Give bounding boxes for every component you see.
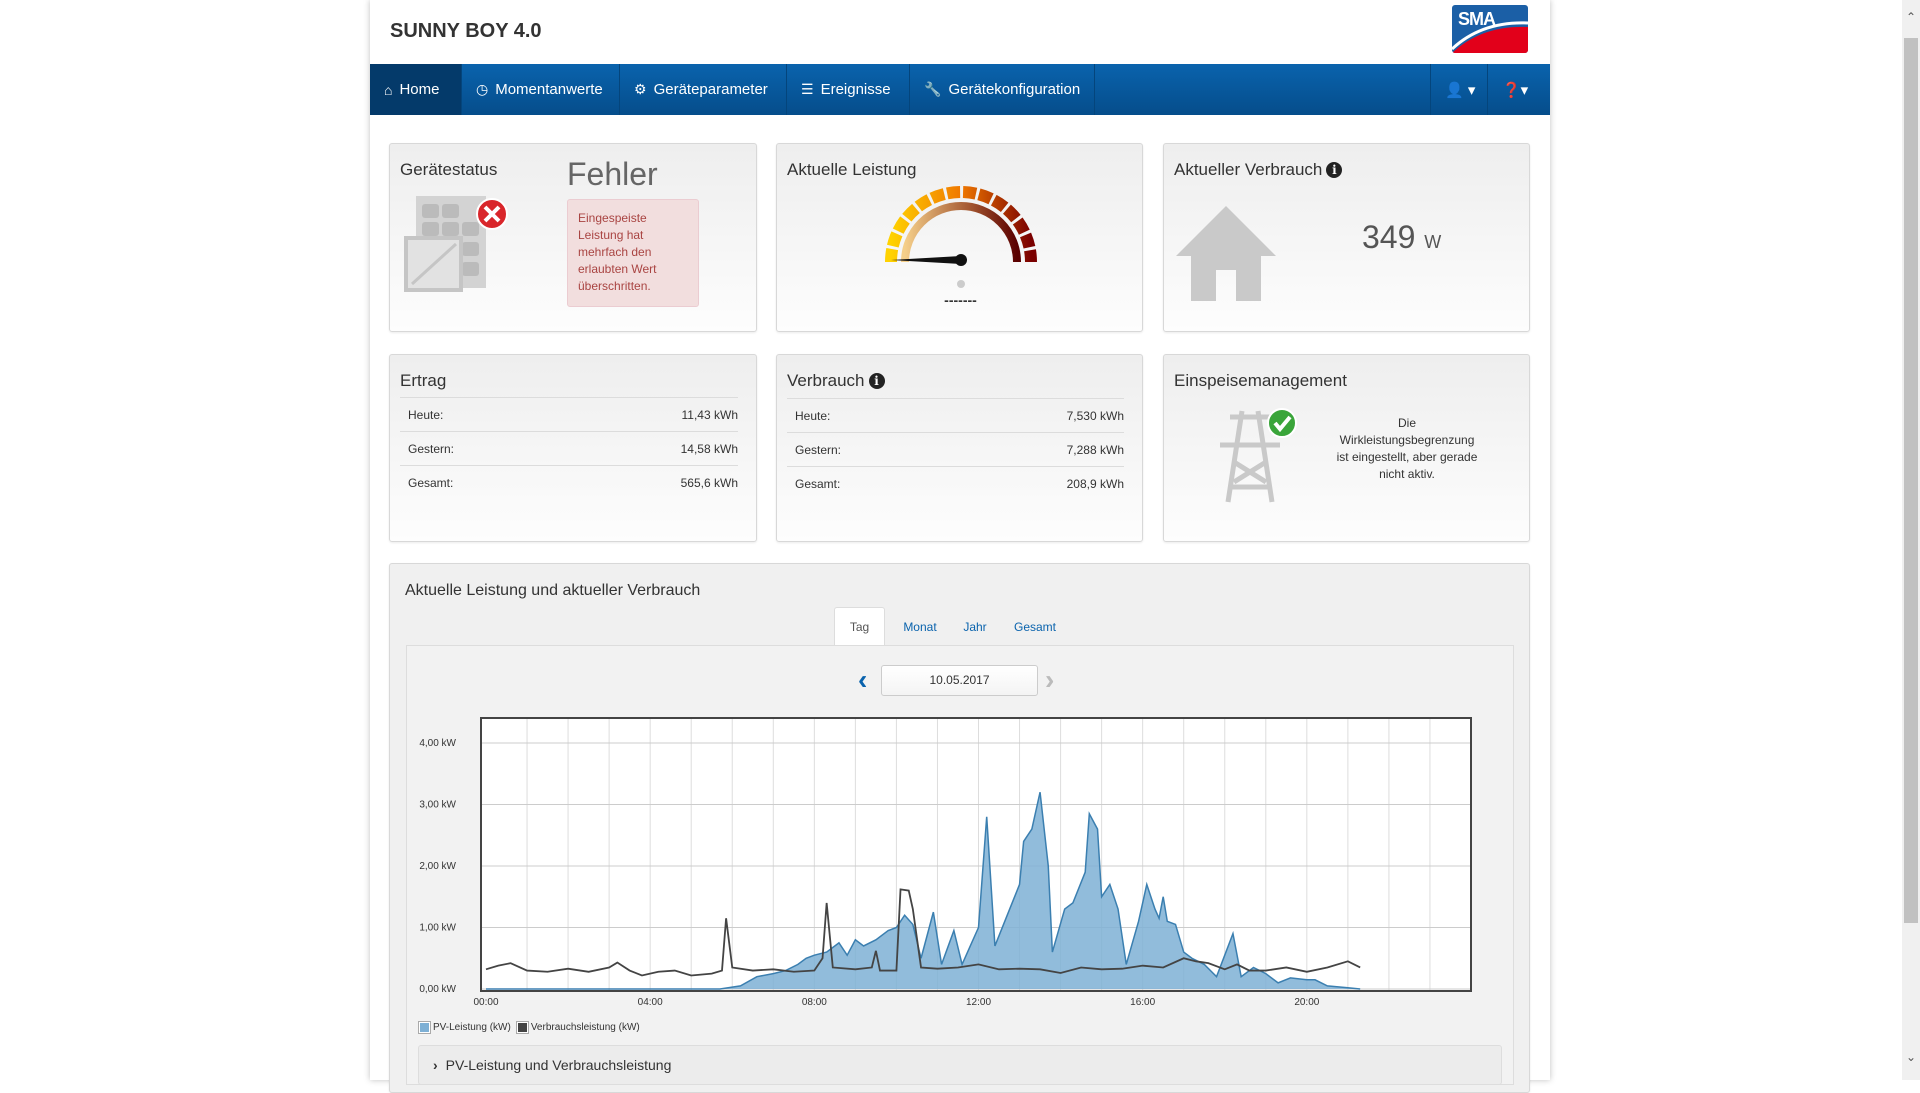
date-input[interactable]: 10.05.2017 xyxy=(881,665,1038,696)
table-row: Gesamt: 565,6 kWh xyxy=(400,465,738,499)
card-title: Ertrag xyxy=(400,371,447,390)
x-tick-label: 16:00 xyxy=(1130,997,1155,1008)
scrollbar-thumb[interactable] xyxy=(1904,38,1918,923)
x-tick-label: 08:00 xyxy=(802,997,827,1008)
y-tick-label: 4,00 kW xyxy=(419,738,456,749)
nav-geraetekonfiguration[interactable]: 🔧 Gerätekonfiguration xyxy=(910,64,1095,115)
card-title: Verbrauch i xyxy=(787,371,885,391)
x-tick-label: 04:00 xyxy=(638,997,663,1008)
y-tick-label: 3,00 kW xyxy=(419,800,456,811)
y-tick-label: 0,00 kW xyxy=(419,984,456,995)
y-tick-label: 2,00 kW xyxy=(419,861,456,872)
legend-swatch-pv xyxy=(418,1021,431,1034)
chart-panel-title: Aktuelle Leistung und aktueller Verbrauc… xyxy=(405,582,701,599)
nav-momentanwerte[interactable]: ◷ Momentanwerte xyxy=(462,64,620,115)
pv-area xyxy=(486,792,1361,989)
scrollbar[interactable]: ⌃ ⌄ xyxy=(1902,0,1920,1080)
scroll-up-icon[interactable]: ⌃ xyxy=(1906,10,1917,24)
tab-monat[interactable]: Monat xyxy=(903,619,937,634)
device-title: SUNNY BOY 4.0 xyxy=(390,20,542,42)
card-title: Einspeisemanagement xyxy=(1174,371,1347,390)
gear-icon: ⚙ xyxy=(634,81,647,97)
power-pylon-ok-icon xyxy=(1220,408,1297,503)
main-nav: ⌂ Home ◷ Momentanwerte ⚙ Geräteparameter ☰ E… xyxy=(370,64,1550,115)
collapse-pv-table[interactable]: › PV-Leistung und Verbrauchsleistung xyxy=(418,1045,1502,1085)
table-row: Heute: 11,43 kWh xyxy=(400,397,738,431)
current-consumption-card: Aktueller Verbrauch i 349 W xyxy=(1163,143,1530,332)
usage-card: Verbrauch i Heute: 7,530 kWh Gestern: 7,288… xyxy=(776,354,1143,542)
x-tick-label: 00:00 xyxy=(473,997,498,1008)
previous-day-button[interactable]: ‹ xyxy=(858,664,868,695)
list-icon: ☰ xyxy=(801,81,814,97)
tab-gesamt[interactable]: Gesamt xyxy=(1013,619,1056,634)
inverter-error-icon xyxy=(404,196,508,292)
table-row: Gestern: 7,288 kWh xyxy=(787,432,1124,466)
house-icon xyxy=(1176,206,1276,301)
user-icon: 👤 ▾ xyxy=(1445,81,1476,99)
error-message: Eingespeiste Leistung hat mehrfach den e… xyxy=(567,199,699,307)
home-icon: ⌂ xyxy=(384,81,393,98)
table-row: Gestern: 14,58 kWh xyxy=(400,431,738,465)
tab-tag[interactable]: Tag xyxy=(834,607,885,646)
info-icon[interactable]: i xyxy=(868,373,885,389)
wrench-icon: 🔧 xyxy=(924,81,942,97)
chart-legend: PV-Leistung (kW) Verbrauchsleistung (kW) xyxy=(418,1021,640,1034)
current-power-card: Aktuelle Leistung ------- xyxy=(776,143,1143,332)
tab-jahr[interactable]: Jahr xyxy=(963,619,987,634)
table-row: Gesamt: 208,9 kWh xyxy=(787,466,1124,500)
feed-in-message: Die Wirkleistungsbegrenzung ist eingeste… xyxy=(1336,416,1478,481)
nav-ereignisse[interactable]: ☰ Ereignisse xyxy=(787,64,910,115)
card-title: Aktuelle Leistung xyxy=(787,160,917,179)
pv-line xyxy=(486,792,1361,990)
legend-swatch-consumption xyxy=(515,1021,529,1034)
page-container: SUNNY BOY 4.0 SMA ⌂ Home ◷ Momentanwerte ⚙… xyxy=(370,0,1550,1093)
device-status-card: Gerätestatus Fehler Eingespeiste Leistun… xyxy=(389,143,757,332)
status-value: Fehler xyxy=(567,156,658,192)
power-chart: 0,00 kW 1,00 kW 2,00 kW 3,00 kW 4,00 kW 00:00… xyxy=(419,717,1472,1008)
next-day-button[interactable]: › xyxy=(1045,664,1055,695)
help-icon: ❓▾ xyxy=(1502,81,1529,99)
info-icon[interactable]: i xyxy=(1326,162,1343,178)
table-row: Heute: 7,530 kWh xyxy=(787,398,1124,432)
feed-in-management-card: Einspeisemanagement Die Wirkleistungsbeg… xyxy=(1163,354,1530,542)
consumption-value: 349 W xyxy=(1362,219,1442,255)
sma-logo: SMA xyxy=(1452,5,1528,53)
x-tick-label: 12:00 xyxy=(966,997,991,1008)
yield-card: Ertrag Heute: 11,43 kWh Gestern: 14,58 kWh… xyxy=(389,354,757,542)
nav-geraeteparameter[interactable]: ⚙ Geräteparameter xyxy=(620,64,787,115)
nav-home[interactable]: ⌂ Home xyxy=(370,64,462,115)
power-gauge xyxy=(885,186,1037,288)
card-title: Gerätestatus xyxy=(400,160,498,179)
plot-border xyxy=(480,717,1472,992)
user-menu[interactable]: 👤 ▾ xyxy=(1430,64,1488,115)
card-title: Aktueller Verbrauch i xyxy=(1174,160,1343,180)
scroll-down-icon[interactable]: ⌄ xyxy=(1906,1050,1917,1064)
x-tick-label: 20:00 xyxy=(1294,997,1319,1008)
y-tick-label: 1,00 kW xyxy=(419,923,456,934)
consumption-line xyxy=(485,888,1361,977)
gauge-icon: ◷ xyxy=(476,81,489,97)
power-value: ------- xyxy=(944,292,977,308)
help-menu[interactable]: ❓▾ xyxy=(1488,64,1550,115)
chevron-right-icon: › xyxy=(433,1057,438,1073)
